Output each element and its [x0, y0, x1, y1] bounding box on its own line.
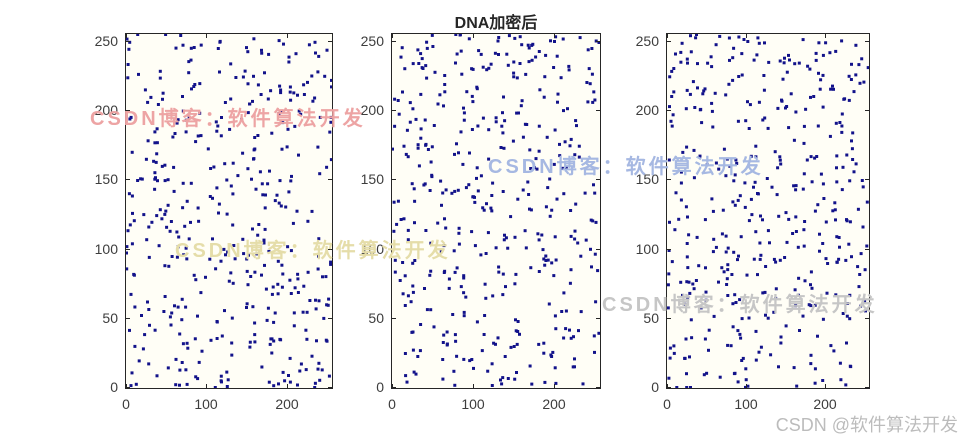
axis-tick [865, 110, 869, 111]
axis-tick [596, 110, 600, 111]
axis-tick [328, 387, 332, 388]
x-tick-label: 100 [194, 396, 218, 412]
axis-tick [328, 179, 332, 180]
axis-tick [667, 249, 671, 250]
axis-tick [865, 41, 869, 42]
y-tick-label: 100 [94, 241, 118, 257]
axis-tick [126, 249, 130, 250]
axis-tick [126, 34, 127, 38]
y-tick-label: 250 [635, 33, 659, 49]
axis-tick [392, 318, 396, 319]
axis-tick [825, 384, 826, 388]
axis-tick [596, 387, 600, 388]
y-tick-label: 100 [360, 241, 384, 257]
y-tick-label: 50 [643, 310, 659, 326]
axis-tick [667, 179, 671, 180]
axis-tick [473, 34, 474, 38]
x-tick-label: 0 [663, 396, 671, 412]
axis-tick [392, 387, 396, 388]
axis-tick [392, 384, 393, 388]
axis-tick [126, 110, 130, 111]
axis-tick [667, 110, 671, 111]
axis-tick [392, 34, 393, 38]
axis-tick [746, 384, 747, 388]
axis-tick [287, 34, 288, 38]
axis-tick [392, 179, 396, 180]
axis-tick [473, 384, 474, 388]
axis-tick [328, 41, 332, 42]
axis-tick [126, 41, 130, 42]
x-tick-label: 100 [461, 396, 485, 412]
axis-tick [825, 34, 826, 38]
y-tick-label: 250 [94, 33, 118, 49]
scatter-plot-middle: 0 100 200 0 50 100 150 200 250 [361, 33, 601, 412]
axis-tick [392, 249, 396, 250]
y-tick-label: 200 [94, 102, 118, 118]
x-tick-label: 200 [542, 396, 566, 412]
axis-tick [392, 110, 396, 111]
axis-tick [554, 384, 555, 388]
axis-tick [667, 318, 671, 319]
axis-tick [328, 110, 332, 111]
x-tick-label: 0 [388, 396, 396, 412]
axis-tick [596, 41, 600, 42]
scatter-plot-left: 0 100 200 0 50 100 150 200 250 [95, 33, 333, 412]
y-tick-label: 150 [635, 171, 659, 187]
x-tick-label: 0 [122, 396, 130, 412]
axis-tick [328, 318, 332, 319]
axis-tick [287, 384, 288, 388]
scatter-points [392, 34, 600, 387]
scatter-plot-right: 0 100 200 0 50 100 150 200 250 [636, 33, 870, 412]
y-tick-label: 150 [360, 171, 384, 187]
y-tick-label: 0 [651, 379, 659, 395]
figure-title: DNA加密后 [454, 15, 538, 32]
axis-tick [865, 387, 869, 388]
axis-tick [126, 384, 127, 388]
x-tick-label: 100 [734, 396, 758, 412]
axis-tick [865, 179, 869, 180]
axis-tick [126, 387, 130, 388]
axis-tick [596, 179, 600, 180]
axis-tick [865, 318, 869, 319]
axis-tick [126, 179, 130, 180]
axis-tick [746, 34, 747, 38]
y-tick-label: 100 [635, 241, 659, 257]
axis-tick [667, 41, 671, 42]
axis-tick [667, 34, 668, 38]
y-tick-label: 0 [376, 379, 384, 395]
axis-tick [667, 384, 668, 388]
csdn-credit: CSDN @软件算法开发 [775, 415, 958, 435]
axis-tick [206, 34, 207, 38]
y-tick-label: 50 [102, 310, 118, 326]
axis-tick [667, 387, 671, 388]
axis-tick [392, 41, 396, 42]
axis-tick [596, 249, 600, 250]
y-tick-label: 50 [368, 310, 384, 326]
scatter-points [667, 34, 869, 388]
y-tick-label: 150 [94, 171, 118, 187]
y-tick-label: 250 [360, 33, 384, 49]
axis-tick [206, 384, 207, 388]
axis-tick [554, 34, 555, 38]
axis-tick [328, 249, 332, 250]
y-tick-label: 0 [110, 379, 118, 395]
y-tick-label: 200 [635, 102, 659, 118]
scatter-points [126, 34, 332, 388]
axis-tick [126, 318, 130, 319]
y-tick-label: 200 [360, 102, 384, 118]
axis-tick [596, 318, 600, 319]
x-tick-label: 200 [275, 396, 299, 412]
axis-tick [865, 249, 869, 250]
x-tick-label: 200 [813, 396, 837, 412]
